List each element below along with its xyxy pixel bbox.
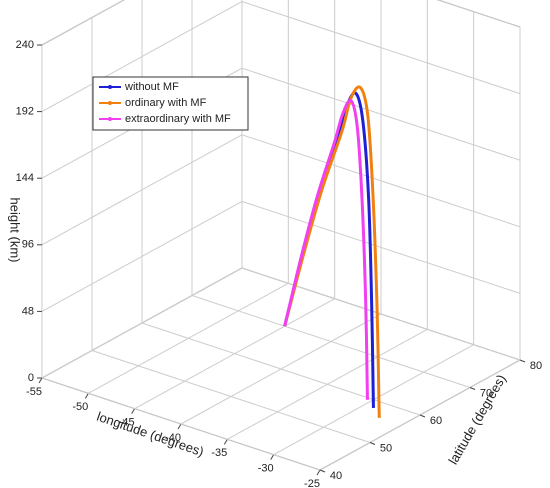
tick-mark bbox=[223, 439, 228, 445]
x-tick-label: -40 bbox=[165, 432, 181, 444]
tick-mark bbox=[84, 393, 89, 399]
legend-marker bbox=[108, 101, 112, 105]
grid-line bbox=[241, 267, 521, 361]
z-tick-label: 96 bbox=[22, 239, 34, 251]
x-tick-label: -25 bbox=[304, 478, 320, 488]
tick-mark bbox=[519, 359, 526, 363]
grid-line bbox=[41, 0, 125, 46]
z-tick-label: 48 bbox=[22, 305, 34, 317]
tick-mark bbox=[419, 414, 426, 418]
legend-marker bbox=[108, 117, 112, 121]
x-tick-label: -45 bbox=[119, 417, 135, 429]
y-tick-label: 80 bbox=[530, 360, 542, 372]
grid-line bbox=[91, 350, 371, 443]
x-tick-label: -35 bbox=[211, 447, 227, 459]
grid-line bbox=[41, 1, 243, 113]
grid-line bbox=[41, 200, 243, 312]
tick-mark bbox=[369, 442, 376, 445]
grid-line bbox=[241, 1, 521, 95]
legend-label: without MF bbox=[124, 81, 179, 93]
tick-mark bbox=[469, 387, 476, 390]
legend: without MF ordinary with MF extraordinary … bbox=[92, 76, 249, 131]
y-tick-label: 60 bbox=[430, 415, 442, 427]
y-axis-label: latitude (degrees) bbox=[445, 372, 509, 467]
tick-mark bbox=[131, 408, 136, 414]
tick-mark bbox=[38, 377, 43, 384]
z-tick-label: 144 bbox=[16, 172, 34, 184]
grid-line bbox=[41, 267, 243, 379]
x-axis-label: longitude (degrees) bbox=[95, 409, 206, 460]
y-tick-label: 70 bbox=[480, 387, 492, 399]
series-line bbox=[283, 98, 369, 400]
series-line bbox=[283, 85, 381, 418]
x-tick-label: -30 bbox=[258, 463, 274, 475]
series-line bbox=[283, 91, 375, 408]
grid-line bbox=[436, 0, 521, 28]
y-tick-label: 50 bbox=[380, 442, 392, 454]
grid-line bbox=[241, 134, 521, 228]
legend-label: ordinary with MF bbox=[125, 97, 207, 109]
grid-line bbox=[41, 134, 243, 246]
tick-mark bbox=[177, 423, 182, 430]
z-tick-label: 240 bbox=[16, 39, 34, 51]
tick-mark bbox=[316, 469, 321, 476]
legend-label: extraordinary with MF bbox=[125, 113, 231, 125]
z-tick-label: 0 bbox=[28, 372, 34, 384]
grid-line bbox=[241, 200, 521, 294]
grid-line bbox=[41, 377, 321, 471]
grid-line bbox=[241, 67, 521, 161]
x-tick-label: -50 bbox=[72, 401, 88, 413]
x-tick-label: -55 bbox=[26, 386, 42, 398]
grid-line bbox=[191, 295, 471, 388]
legend-marker bbox=[108, 85, 112, 89]
z-axis-label: height (km) bbox=[8, 197, 23, 262]
tick-mark bbox=[319, 469, 326, 473]
y-tick-label: 40 bbox=[330, 470, 342, 482]
tick-mark bbox=[270, 454, 275, 460]
z-tick-label: 192 bbox=[16, 106, 34, 118]
